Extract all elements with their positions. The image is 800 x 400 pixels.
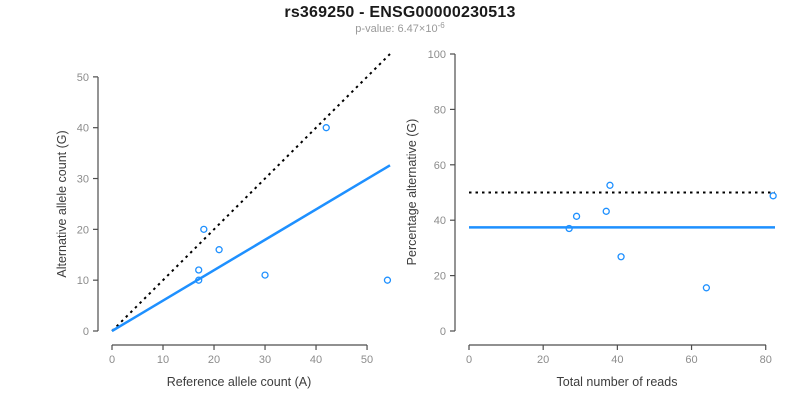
right-data-point xyxy=(606,181,614,189)
pvalue-exponent: -6 xyxy=(437,21,445,30)
right-y-tick-label: 60 xyxy=(434,160,446,172)
left-y-tick-label: 0 xyxy=(83,326,89,338)
right-y-tick-label: 20 xyxy=(434,271,446,283)
left-y-tick-label: 10 xyxy=(77,275,89,287)
identity-line xyxy=(111,53,391,332)
right-y-tick-label: 80 xyxy=(434,104,446,116)
left-x-tick-label: 20 xyxy=(208,354,220,366)
left-x-tick-label: 30 xyxy=(259,354,271,366)
left-data-point xyxy=(322,124,330,132)
left-data-point xyxy=(215,246,223,254)
left-x-tick-label: 40 xyxy=(310,354,322,366)
left-data-point xyxy=(195,276,203,284)
left-y-tick-label: 40 xyxy=(77,123,89,135)
right-x-tick-label: 80 xyxy=(760,354,772,366)
pvalue-text: p-value: 6.47×10 xyxy=(355,23,438,35)
right-data-point xyxy=(602,207,610,215)
right-data-point xyxy=(617,253,625,261)
right-data-point xyxy=(702,284,711,292)
left-y-tick-label: 30 xyxy=(77,174,89,186)
right-data-point xyxy=(565,224,573,233)
right-data-point xyxy=(572,212,581,220)
right-x-tick-label: 0 xyxy=(466,354,472,366)
right-x-axis-title: Total number of reads xyxy=(557,375,678,389)
left-data-point xyxy=(195,266,203,274)
right-data-point xyxy=(769,192,777,200)
left-x-tick-label: 10 xyxy=(157,354,169,366)
right-y-tick-label: 100 xyxy=(428,49,446,61)
left-x-tick-label: 50 xyxy=(361,354,373,366)
left-x-axis-title: Reference allele count (A) xyxy=(167,375,312,389)
left-x-tick-label: 0 xyxy=(109,354,115,366)
right-y-tick-label: 0 xyxy=(440,326,446,338)
left-data-point xyxy=(261,271,269,279)
fitted-ratio-line xyxy=(111,164,391,333)
figure-title: rs369250 - ENSG00000230513 xyxy=(284,4,516,21)
right-x-tick-label: 20 xyxy=(537,354,549,366)
left-data-point xyxy=(200,225,208,233)
left-y-tick-label: 20 xyxy=(77,224,89,236)
left-y-axis-title: Alternative allele count (G) xyxy=(55,130,69,277)
right-x-tick-label: 60 xyxy=(685,354,697,366)
right-y-axis-title: Percentage alternative (G) xyxy=(405,119,419,266)
left-data-point xyxy=(383,276,392,284)
right-x-tick-label: 40 xyxy=(611,354,623,366)
figure-subtitle: p-value: 6.47×10-6 xyxy=(0,21,800,36)
right-y-tick-label: 40 xyxy=(434,215,446,227)
left-y-tick-label: 50 xyxy=(77,72,89,84)
